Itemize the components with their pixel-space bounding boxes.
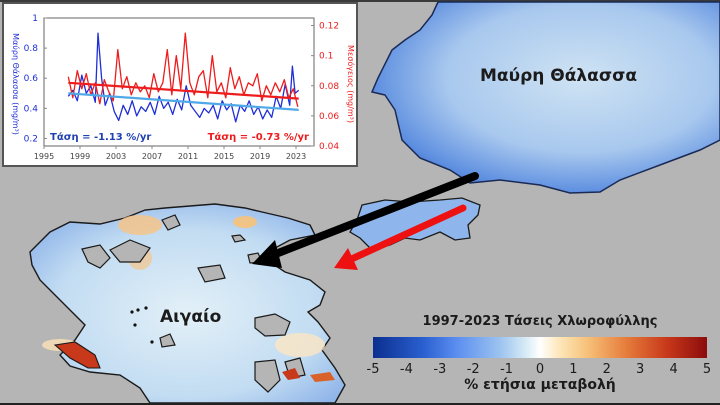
colorbar xyxy=(373,337,707,358)
colorbar-tick: -3 xyxy=(433,362,447,377)
left-tick-label: 0.2 xyxy=(24,134,38,144)
right-tick-label: 0.04 xyxy=(319,142,339,152)
x-tick-label: 1995 xyxy=(34,152,54,161)
right-tick-label: 0.1 xyxy=(319,52,333,62)
colorbar-tick: 1 xyxy=(569,362,578,377)
chart-series xyxy=(67,32,300,123)
colorbar-tick: 3 xyxy=(636,362,645,377)
trend-line xyxy=(68,92,299,111)
x-axis-ticks: 1995 1999 2003 2007 2011 2015 2019 2023 xyxy=(34,146,306,161)
right-axis-ticks: 0.04 0.06 0.08 0.1 0.12 xyxy=(311,22,339,152)
left-tick-label: 0.6 xyxy=(24,74,39,84)
black-sea-trend-annotation: Τάση = -1.13 %/yr xyxy=(50,131,151,143)
bottom-border xyxy=(0,403,720,405)
x-tick-label: 2011 xyxy=(178,152,198,161)
lesvos-island xyxy=(254,313,291,337)
legend-title: 1997-2023 Τάσεις Χλωροφύλλης xyxy=(422,314,658,329)
legend-unit-label: % ετήσια μεταβολή xyxy=(464,377,616,393)
x-tick-label: 2023 xyxy=(286,152,306,161)
left-axis-ticks: 0.2 0.4 0.6 0.8 1 xyxy=(24,14,47,144)
right-tick-label: 0.08 xyxy=(319,82,339,92)
peninsula xyxy=(81,244,111,269)
euboea-high-trend xyxy=(53,341,101,369)
trend-line xyxy=(68,81,299,100)
red-arrow xyxy=(334,204,467,270)
colorbar-tick: -1 xyxy=(500,362,514,377)
black-sea-label: Μαύρη Θάλασσα xyxy=(480,66,637,86)
colorbar-tick: 4 xyxy=(669,362,678,377)
colorbar-tick: 5 xyxy=(702,362,712,377)
left-axis-label: Μαύρη Θάλασσα (mg/m³) xyxy=(11,33,21,135)
left-tick-label: 0.4 xyxy=(24,104,39,114)
top-border xyxy=(0,0,720,2)
x-tick-label: 2015 xyxy=(214,152,234,161)
colorbar-tick: -5 xyxy=(366,362,380,377)
black-sea-region xyxy=(370,1,720,194)
left-tick-label: 0.8 xyxy=(24,44,39,54)
right-tick-label: 0.06 xyxy=(319,112,339,122)
time-series-inset-chart: 0.2 0.4 0.6 0.8 1 0.04 0.06 0.08 0.1 0.12 1995 19… xyxy=(2,2,358,167)
colorbar-tick: -4 xyxy=(399,362,413,377)
right-axis-label: Μεσόγειος (mg/m³) xyxy=(346,45,356,123)
x-tick-label: 2003 xyxy=(106,152,126,161)
series-line xyxy=(67,32,300,123)
colorbar-tick: 0 xyxy=(535,362,545,377)
left-tick-label: 1 xyxy=(32,14,38,24)
colorbar-legend: 1997-2023 Τάσεις Χλωροφύλλης -5 -4 -3 -2 -1 0… xyxy=(365,314,715,404)
x-tick-label: 2007 xyxy=(142,152,162,161)
x-tick-label: 1999 xyxy=(70,152,90,161)
x-tick-label: 2019 xyxy=(250,152,270,161)
colorbar-tick: -2 xyxy=(466,362,480,377)
chart-plot: 0.20.40.60.81 0.040.060.080.10.12 1995 19… xyxy=(11,14,356,161)
colorbar-ticks: -5 -4 -3 -2 -1 0 1 2 3 4 5 xyxy=(365,362,715,378)
colorbar-tick: 2 xyxy=(602,362,611,377)
aegean-label: Αιγαίο xyxy=(160,307,222,327)
black-arrow xyxy=(252,172,479,268)
right-tick-label: 0.12 xyxy=(319,22,339,32)
mediterranean-trend-annotation: Τάση = -0.73 %/yr xyxy=(208,131,309,143)
